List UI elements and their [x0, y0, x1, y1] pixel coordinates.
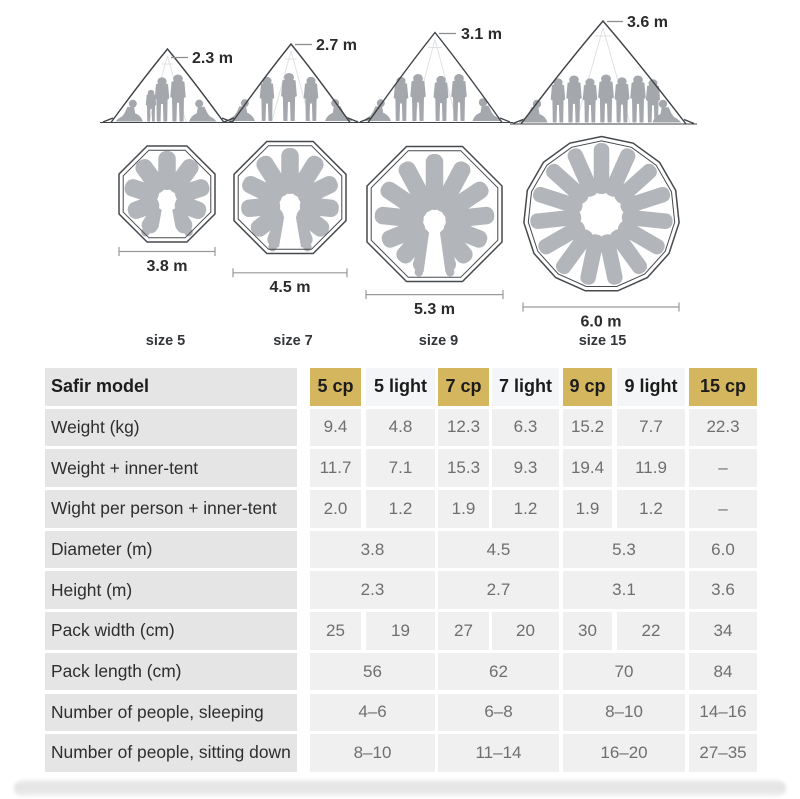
svg-text:size 7: size 7	[273, 333, 313, 349]
svg-text:3.8 m: 3.8 m	[147, 258, 188, 275]
svg-text:4.5 m: 4.5 m	[270, 279, 311, 296]
svg-text:size 15: size 15	[579, 333, 627, 349]
svg-text:5.3 m: 5.3 m	[414, 301, 455, 318]
svg-text:size 9: size 9	[419, 333, 459, 349]
svg-text:2.3 m: 2.3 m	[192, 50, 233, 67]
svg-text:3.1 m: 3.1 m	[461, 26, 502, 43]
svg-text:2.7 m: 2.7 m	[316, 37, 357, 54]
svg-text:6.0 m: 6.0 m	[581, 314, 622, 331]
svg-text:3.6 m: 3.6 m	[627, 14, 668, 31]
svg-text:size 5: size 5	[146, 333, 186, 349]
